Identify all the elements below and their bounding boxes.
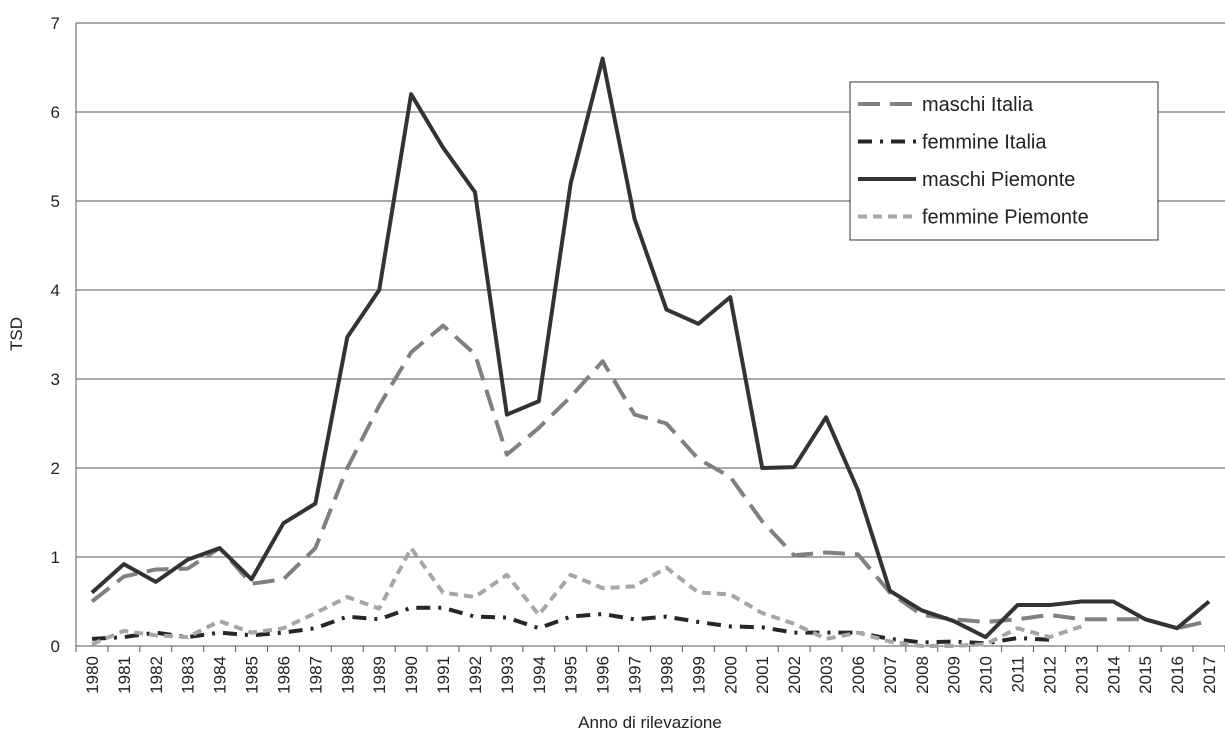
y-tick-label: 0 — [51, 637, 60, 656]
x-tick-label: 2011 — [1009, 656, 1028, 693]
legend-label: maschi Piemonte — [922, 169, 1075, 191]
y-axis-label: TSD — [7, 317, 26, 351]
x-tick-label: 2006 — [849, 656, 868, 694]
x-tick-label: 1992 — [466, 656, 485, 694]
y-tick-label: 4 — [51, 281, 60, 300]
series-line — [90, 56, 1211, 640]
legend-box — [849, 81, 1159, 241]
x-tick-label: 2002 — [785, 656, 804, 694]
x-tick-label: 2001 — [753, 656, 772, 694]
x-tick-label: 2012 — [1040, 656, 1059, 694]
x-tick-label: 1987 — [306, 656, 325, 694]
x-tick-label: 1984 — [211, 656, 230, 694]
x-tick-label: 1981 — [115, 656, 134, 694]
legend-label: maschi Italia — [922, 94, 1034, 116]
x-tick-label: 1999 — [689, 656, 708, 694]
y-tick-label: 5 — [51, 192, 60, 211]
x-tick-label: 1986 — [274, 656, 293, 694]
x-tick-label: 2003 — [817, 656, 836, 694]
x-tick-label: 2000 — [721, 656, 740, 694]
legend-label: femmine Piemonte — [922, 207, 1089, 229]
x-tick-label: 2014 — [1104, 656, 1123, 694]
x-tick-label: 1995 — [562, 656, 581, 694]
x-axis-label: Anno di rilevazione — [578, 713, 722, 732]
x-tick-label: 2015 — [1136, 656, 1155, 694]
y-tick-label: 2 — [51, 459, 60, 478]
x-tick-label: 1998 — [657, 656, 676, 694]
x-tick-label: 1996 — [594, 656, 613, 694]
x-tick-label: 2013 — [1072, 656, 1091, 694]
x-tick-label: 1982 — [147, 656, 166, 694]
y-tick-label: 7 — [51, 14, 60, 33]
series-line — [90, 323, 1210, 631]
y-tick-label: 1 — [51, 548, 60, 567]
x-tick-label: 1980 — [83, 656, 102, 694]
x-tick-label: 1993 — [498, 656, 517, 694]
x-tick-label: 1985 — [243, 656, 262, 694]
x-tick-label: 2007 — [881, 656, 900, 694]
y-tick-label: 3 — [51, 370, 60, 389]
x-tick-label: 1988 — [338, 656, 357, 694]
x-tick-label: 2010 — [977, 656, 996, 694]
y-tick-label: 6 — [51, 103, 60, 122]
x-tick-label: 1991 — [434, 656, 453, 694]
x-tick-label: 2008 — [913, 656, 932, 694]
x-tick-label: 1997 — [626, 656, 645, 694]
x-tick-label: 1990 — [402, 656, 421, 694]
x-tick-label: 1989 — [370, 656, 389, 694]
legend-label: femmine Italia — [922, 132, 1047, 154]
x-tick-label: 2009 — [945, 656, 964, 694]
x-tick-label: 2017 — [1200, 656, 1219, 694]
x-tick-label: 1983 — [179, 656, 198, 694]
x-tick-label: 1994 — [530, 656, 549, 694]
x-tick-label: 2016 — [1168, 656, 1187, 694]
series-line — [91, 546, 1083, 648]
